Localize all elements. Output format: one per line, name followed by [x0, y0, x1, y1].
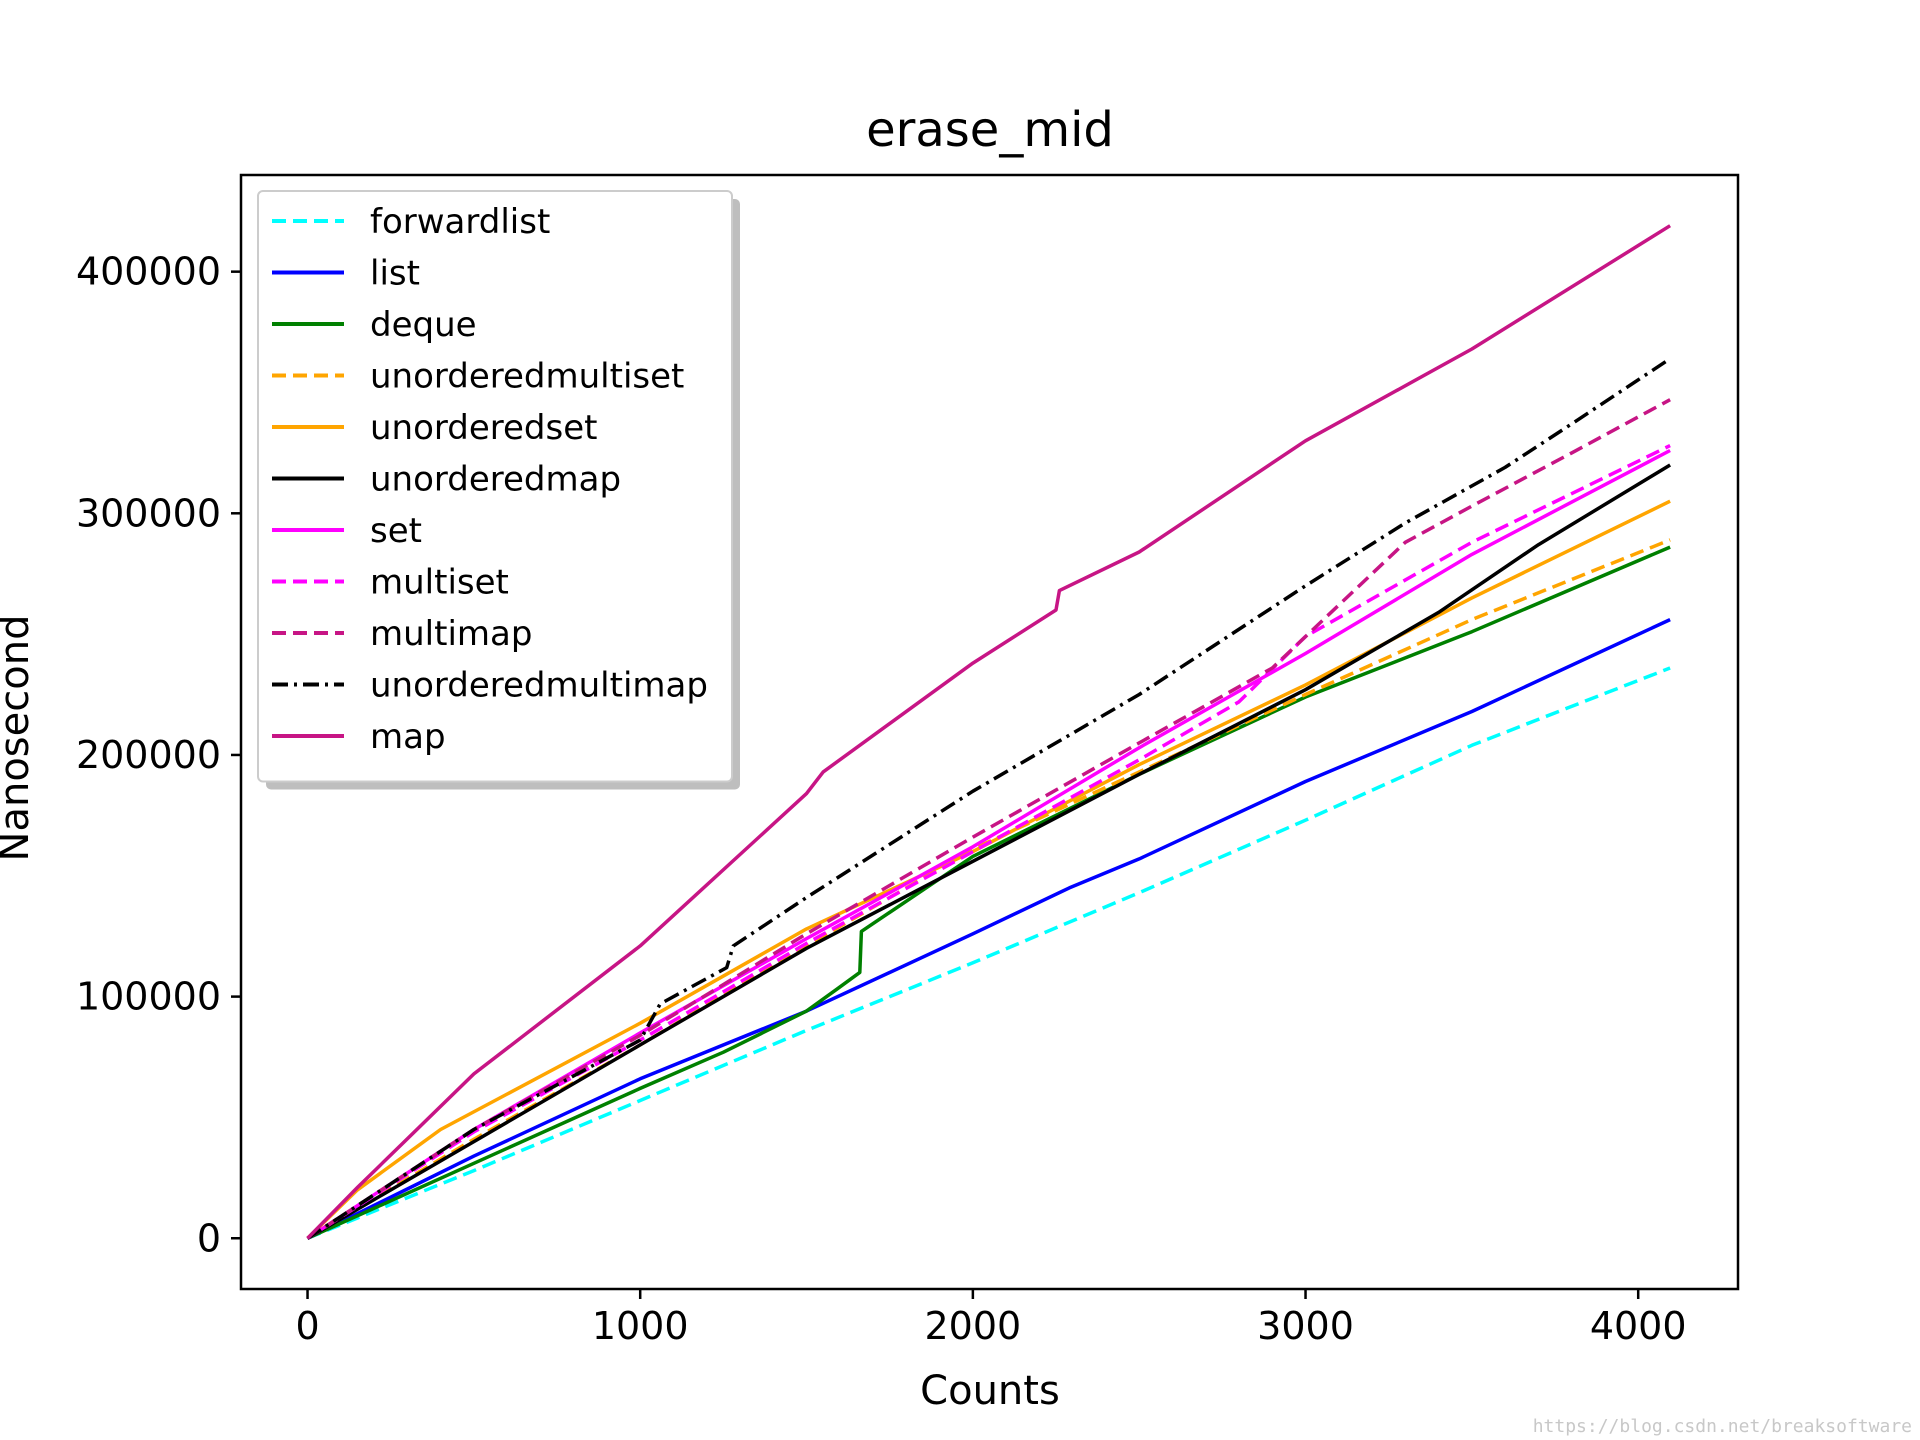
series-line-map [306, 224, 1672, 1240]
x-tick-label: 2000 [925, 1304, 1022, 1348]
legend-label-multimap: multimap [370, 614, 532, 654]
y-tick-label: 200000 [76, 733, 221, 777]
series-line-forwardlist [306, 666, 1671, 1240]
axes-layer: 0 1000 2000 3000 4000 0 100000 200000 300000 4000… [76, 250, 1687, 1348]
series-line-multimap [306, 398, 1671, 1240]
series-line-list [306, 618, 1671, 1240]
legend-label-unorderedmultimap: unorderedmultimap [370, 666, 708, 706]
y-tick-label: 0 [197, 1216, 221, 1260]
legend-label-unorderedmap: unorderedmap [370, 460, 621, 500]
legend-label-set: set [370, 511, 422, 551]
y-axis-title: Nanosecond [0, 615, 38, 862]
legend-label-unorderedmultiset: unorderedmultiset [370, 357, 684, 397]
legend-label-unorderedset: unorderedset [370, 408, 597, 448]
y-tick-label: 100000 [76, 975, 221, 1019]
y-tick-label: 400000 [76, 250, 221, 294]
x-tick-label: 1000 [592, 1304, 689, 1348]
x-tick-label: 3000 [1257, 1304, 1354, 1348]
chart-title: erase_mid [866, 102, 1114, 158]
legend-box [257, 190, 733, 783]
x-tick-label: 4000 [1590, 1304, 1687, 1348]
series-line-unorderedmap [306, 463, 1672, 1240]
legend-label-list: list [370, 254, 420, 294]
series-line-multiset [306, 444, 1671, 1240]
watermark: https://blog.csdn.net/breaksoftware [1533, 1416, 1912, 1437]
legend-label-multiset: multiset [370, 563, 509, 603]
series-line-unorderedmultimap [306, 357, 1672, 1240]
series-layer [306, 224, 1672, 1240]
legend-label-map: map [370, 717, 446, 757]
legend-label-deque: deque [370, 305, 477, 345]
x-tick-label: 0 [295, 1304, 319, 1348]
plot-frame [239, 173, 1740, 1291]
y-tick-label: 300000 [76, 491, 221, 535]
legend: forwardlist list deque unorderedmultiset uno… [257, 190, 740, 790]
x-axis-title: Counts [920, 1368, 1060, 1414]
series-line-deque [306, 545, 1671, 1240]
legend-label-forwardlist: forwardlist [370, 202, 550, 242]
